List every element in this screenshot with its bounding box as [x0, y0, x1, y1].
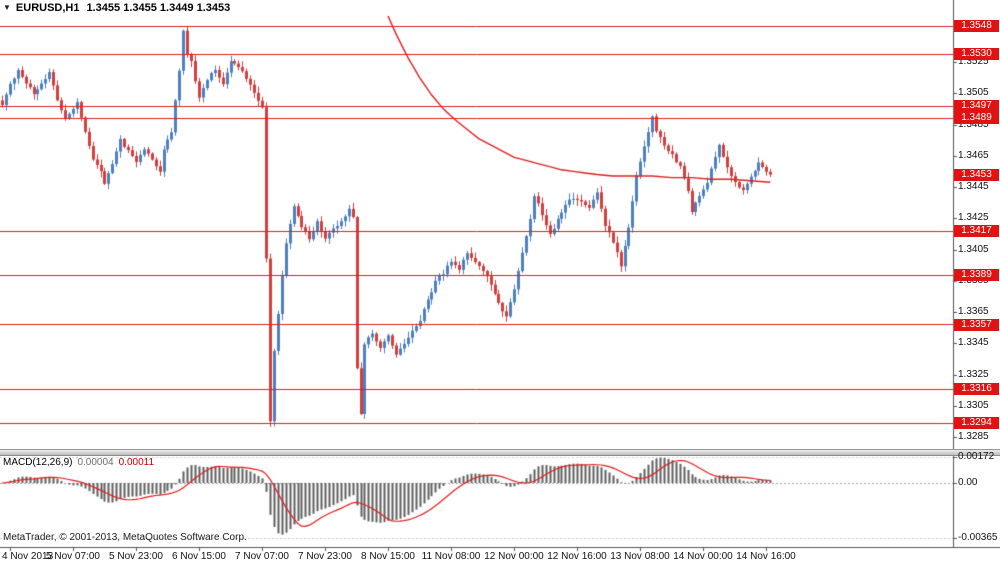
hline-price-tag: 1.3489 — [954, 112, 999, 125]
price-axis-tick: 1.3345 — [958, 337, 989, 349]
price-axis-tick: 1.3465 — [958, 149, 989, 161]
hline-price-tag: 1.3497 — [954, 99, 999, 112]
macd-indicator-label: MACD(12,26,9) 0.00004 0.00011 — [3, 457, 154, 468]
price-axis-tick: 1.3365 — [958, 306, 989, 317]
price-axis-tick: 1.3405 — [958, 243, 989, 255]
price-axis[interactable]: 1.35251.35051.34851.34651.34451.34251.34… — [953, 0, 1000, 547]
price-axis-tick: 1.3305 — [958, 399, 989, 411]
hline-price-tag: 1.3530 — [954, 48, 999, 61]
time-axis-label: 13 Nov 08:00 — [610, 551, 670, 562]
price-axis-tick: 1.3425 — [958, 212, 989, 224]
hline-price-tag: 1.3389 — [954, 268, 999, 281]
chart-ohlc-values: 1.3455 1.3455 1.3449 1.3453 — [86, 2, 231, 14]
time-axis-label: 14 Nov 16:00 — [736, 551, 796, 562]
chart-menu-icon[interactable]: ▼ — [3, 3, 11, 12]
chart-title: ▼ EURUSD,H1 1.3455 1.3455 1.3449 1.3453 — [3, 2, 230, 14]
time-axis-label: 12 Nov 16:00 — [547, 551, 607, 562]
price-axis-tick: 1.3525 — [958, 56, 989, 67]
hline-price-tag: 1.3316 — [954, 382, 999, 395]
current-price-tag: 1.3453 — [954, 168, 999, 181]
time-axis-label: 8 Nov 15:00 — [361, 551, 415, 562]
macd-signal-value: 0.00011 — [118, 457, 155, 468]
hline-price-tag: 1.3548 — [954, 20, 999, 33]
time-axis-label: 7 Nov 07:00 — [235, 551, 289, 562]
macd-axis-label: -0.00365 — [958, 531, 998, 543]
time-axis[interactable]: 4 Nov 2013 5 Nov 07:00 5 Nov 23:00 6 Nov 15… — [0, 548, 1000, 564]
panel-divider[interactable] — [0, 449, 1000, 456]
macd-name: MACD(12,26,9) — [3, 457, 73, 468]
copyright-text: MetaTrader, © 2001-2013, MetaQuotes Soft… — [3, 532, 247, 543]
chart-symbol-period: EURUSD,H1 — [15, 2, 80, 14]
time-axis-label: 11 Nov 08:00 — [421, 551, 481, 562]
time-axis-label: 7 Nov 23:00 — [298, 551, 352, 562]
hline-price-tag: 1.3417 — [954, 224, 999, 237]
time-axis-label: 12 Nov 00:00 — [484, 551, 544, 562]
price-axis-tick: 1.3445 — [958, 181, 989, 192]
time-axis-label: 14 Nov 00:00 — [673, 551, 733, 562]
hline-price-tag: 1.3357 — [954, 318, 999, 331]
time-axis-label: 5 Nov 23:00 — [109, 551, 163, 562]
time-axis-label: 4 Nov 2013 — [2, 551, 54, 562]
price-axis-tick: 1.3285 — [958, 431, 989, 442]
time-axis-label: 6 Nov 15:00 — [172, 551, 226, 562]
price-axis-tick: 1.3505 — [958, 87, 989, 99]
macd-axis[interactable]: 0.00172 0.00 -0.00365 — [953, 449, 1000, 547]
macd-axis-label: 0.00 — [958, 477, 978, 488]
macd-main-value: 0.00004 — [77, 457, 114, 468]
hline-price-tag: 1.3294 — [954, 416, 999, 429]
macd-axis-label: 0.00172 — [958, 451, 995, 463]
time-axis-label: 5 Nov 07:00 — [46, 551, 100, 562]
price-axis-tick: 1.3325 — [958, 368, 989, 380]
